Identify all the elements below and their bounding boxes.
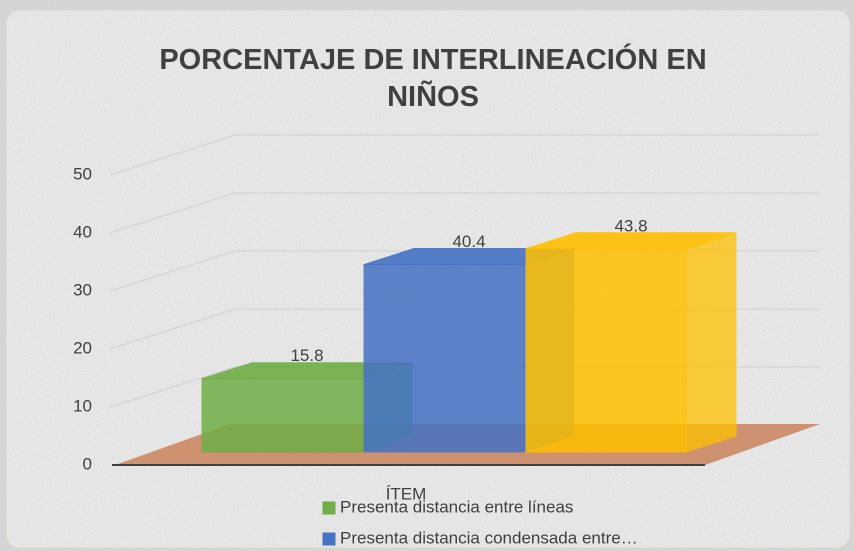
legend-label: Presenta distancia entre líneas (340, 497, 573, 516)
grid-line (109, 192, 820, 234)
data-label: 43.8 (614, 216, 647, 235)
y-tick-label: 0 (83, 454, 92, 473)
x-tick-label: ÍTEM (386, 484, 427, 503)
y-tick-label: 10 (73, 396, 92, 415)
legend-swatch (322, 532, 336, 546)
legend-swatch (322, 501, 336, 515)
bar (201, 378, 363, 453)
bar (363, 264, 525, 453)
y-tick-label: 20 (73, 338, 92, 357)
y-tick-label: 40 (73, 222, 92, 241)
data-label: 40.4 (452, 232, 485, 251)
chart-title: PORCENTAJE DE INTERLINEACIÓN EN NIÑOS (159, 44, 707, 113)
y-tick-label: 50 (73, 164, 92, 183)
grid-line (109, 134, 820, 176)
y-tick-label: 30 (73, 280, 92, 299)
bar-side (685, 232, 737, 453)
data-label: 15.8 (290, 346, 323, 365)
legend-label: Presenta distancia condensada entre… (340, 528, 638, 547)
bar (525, 248, 687, 453)
